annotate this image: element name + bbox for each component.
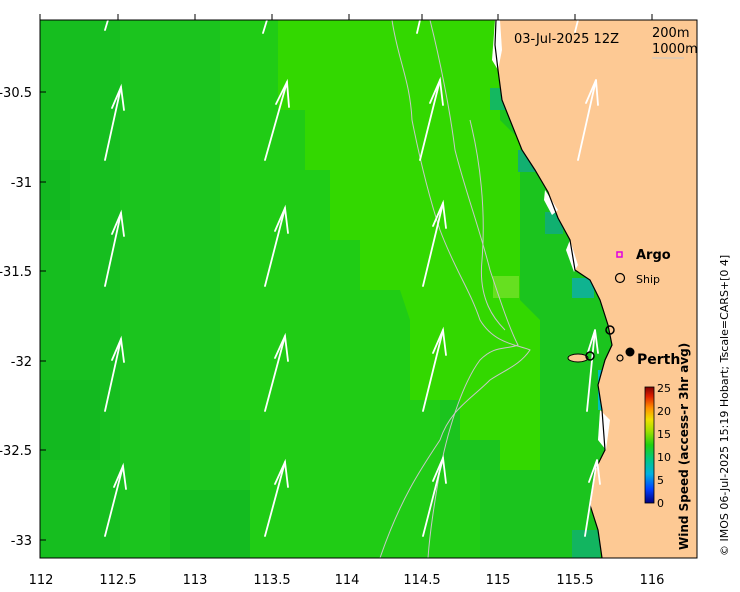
x-tick-label: 112 xyxy=(29,573,54,588)
x-tick-label: 113 xyxy=(183,573,208,588)
coastline xyxy=(494,20,613,558)
coastal-cell xyxy=(572,278,594,298)
contour-legend-1000m: 1000m xyxy=(652,42,698,57)
colorbar-title: Wind Speed (access-r 3hr avg) xyxy=(677,343,691,550)
wind-field-dark-west xyxy=(40,20,120,558)
ship-legend-label: Ship xyxy=(636,273,660,286)
map-area[interactable] xyxy=(40,20,697,558)
colorbar-ticks: 25 20 15 10 5 0 xyxy=(657,382,671,510)
wind-arrow xyxy=(262,20,268,34)
y-tick-label: -31 xyxy=(11,176,32,191)
wind-arrow xyxy=(422,326,447,412)
wind-arrows xyxy=(104,20,601,537)
contour-inner xyxy=(469,119,506,331)
y-axis: -30.5 -31 -31.5 -32 -32.5 -33 xyxy=(0,86,46,549)
argo-legend-icon xyxy=(616,251,623,258)
colorbar-tick: 5 xyxy=(657,474,664,487)
y-tick-label: -30.5 xyxy=(0,86,32,101)
contour-legend-200m: 200m xyxy=(652,26,689,41)
x-axis: 112 112.5 113 113.5 114 114.5 115 115.5 … xyxy=(29,14,665,588)
wind-arrow xyxy=(422,199,447,287)
wind-arrow xyxy=(264,332,289,412)
wind-arrow xyxy=(584,459,601,537)
colorbar xyxy=(644,386,655,504)
colorbar-tick: 20 xyxy=(657,405,671,418)
ship-legend-icon xyxy=(614,272,626,284)
wind-field-light xyxy=(278,20,540,470)
wind-arrow xyxy=(422,454,447,537)
coastal-white-strip xyxy=(566,240,578,272)
contour-200m xyxy=(379,20,531,558)
wind-arrow xyxy=(264,204,289,287)
wind-arrow xyxy=(419,76,444,161)
wind-arrow xyxy=(104,209,125,287)
ship-marker[interactable] xyxy=(605,325,615,335)
wind-arrow xyxy=(104,462,127,537)
wind-field-mid xyxy=(220,20,480,558)
x-tick-label: 115 xyxy=(486,573,511,588)
colorbar-tick: 10 xyxy=(657,451,671,464)
wind-arrow xyxy=(577,79,599,161)
wind-field-bright-cell xyxy=(493,276,519,298)
x-tick-label: 114.5 xyxy=(403,573,440,588)
date-label: 03-Jul-2025 12Z xyxy=(514,32,619,47)
x-tick-label: 113.5 xyxy=(253,573,290,588)
wind-field-dark-cells xyxy=(40,160,70,220)
x-tick-label: 114 xyxy=(335,573,360,588)
ship-marker[interactable] xyxy=(616,354,624,362)
wind-arrow xyxy=(586,329,599,412)
colorbar-tick: 15 xyxy=(657,428,671,441)
ship-marker[interactable] xyxy=(585,351,595,361)
y-tick-label: -33 xyxy=(11,534,32,549)
y-tick-label: -32 xyxy=(11,355,32,370)
wind-arrow xyxy=(264,78,290,161)
wind-arrow xyxy=(104,335,125,412)
x-tick-label: 112.5 xyxy=(99,573,136,588)
wind-field-dark-cells-2 xyxy=(40,380,100,460)
wind-arrow xyxy=(104,20,109,31)
argo-legend-label: Argo xyxy=(636,248,671,263)
map-frame xyxy=(39,19,698,559)
credit-text: © IMOS 06-Jul-2025 15:19 Hobart; Tscale=… xyxy=(718,255,731,556)
x-tick-label: 115.5 xyxy=(556,573,593,588)
wind-arrow xyxy=(574,20,579,33)
wind-arrow xyxy=(104,83,125,161)
x-tick-label: 116 xyxy=(640,573,665,588)
coastal-white-strip xyxy=(492,20,502,70)
rottnest-island xyxy=(567,353,589,363)
colorbar-tick: 0 xyxy=(657,497,664,510)
y-tick-label: -32.5 xyxy=(0,444,32,459)
wind-arrow xyxy=(416,20,421,34)
perth-marker[interactable] xyxy=(625,347,635,357)
wind-arrow xyxy=(264,458,289,537)
perth-label: Perth xyxy=(637,352,680,368)
y-tick-label: -31.5 xyxy=(0,265,32,280)
colorbar-tick: 25 xyxy=(657,382,671,395)
